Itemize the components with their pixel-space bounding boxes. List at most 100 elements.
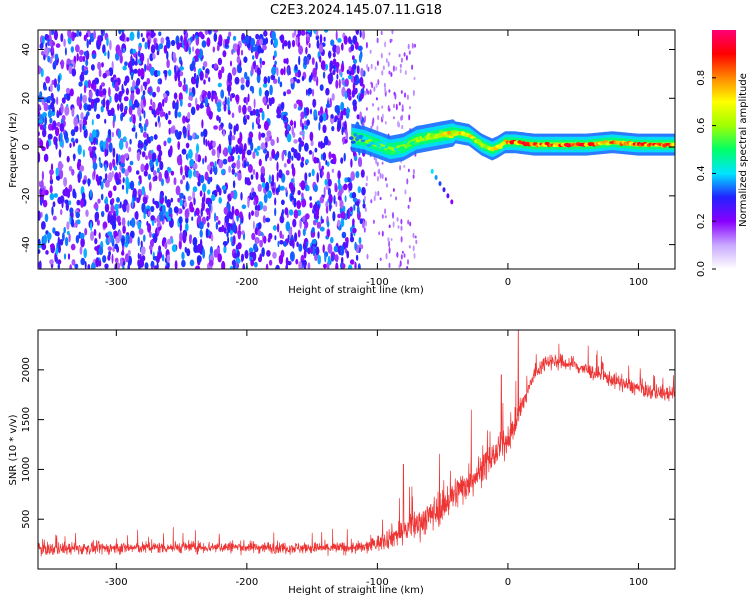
- noise-cell: [243, 159, 247, 169]
- noise-cell: [308, 43, 311, 48]
- noise-cell: [264, 90, 270, 97]
- noise-cell: [112, 158, 116, 167]
- noise-cell: [335, 262, 339, 269]
- noise-cell: [137, 236, 140, 247]
- noise-cell: [104, 179, 110, 188]
- noise-cell: [108, 142, 113, 153]
- noise-cell: [109, 234, 114, 243]
- noise-cell: [268, 174, 272, 184]
- signal-cell: [378, 140, 383, 144]
- noise-cell: [271, 66, 277, 76]
- noise-cell: [294, 64, 298, 71]
- noise-cell: [327, 255, 331, 265]
- noise-cell: [187, 102, 192, 108]
- noise-cell: [207, 164, 211, 172]
- noise-cell: [309, 131, 314, 142]
- noise-cell: [235, 144, 240, 155]
- noise-cell: [118, 91, 122, 102]
- noise-cell: [55, 247, 59, 256]
- noise-cell: [339, 245, 345, 256]
- noise-cell: [179, 66, 185, 71]
- noise-cell: [292, 218, 297, 228]
- noise-cell: [120, 162, 125, 168]
- noise-cell: [158, 43, 164, 50]
- noise-cell: [90, 231, 94, 241]
- noise-cell: [392, 211, 394, 219]
- noise-cell: [316, 39, 320, 49]
- noise-cell: [102, 97, 106, 108]
- noise-cell: [274, 153, 279, 161]
- noise-cell: [195, 152, 199, 162]
- noise-cell: [229, 265, 233, 269]
- noise-cell: [91, 262, 96, 269]
- spectrogram-y-tick-label: 20: [21, 92, 32, 105]
- snr-frame: [37, 329, 676, 570]
- noise-cell: [210, 233, 214, 242]
- noise-cell: [69, 264, 73, 269]
- noise-cell: [231, 135, 236, 141]
- noise-cell: [147, 39, 151, 50]
- noise-cell: [129, 31, 135, 41]
- noise-cell: [193, 197, 196, 206]
- noise-cell: [226, 231, 229, 238]
- spectrogram-y-tick-label: 0: [21, 144, 32, 150]
- noise-cell: [313, 115, 318, 121]
- colorbar-scale: [712, 30, 736, 269]
- noise-cell: [238, 104, 242, 114]
- noise-cell: [176, 42, 181, 50]
- noise-cell: [340, 110, 344, 121]
- noise-cell: [318, 161, 321, 172]
- noise-cell: [60, 118, 64, 125]
- spectrogram-x-axis-label: Height of straight line (km): [288, 285, 424, 296]
- noise-cell: [256, 116, 260, 124]
- noise-cell: [296, 99, 301, 105]
- noise-cell: [217, 220, 221, 225]
- noise-cell: [357, 156, 363, 168]
- noise-cell: [182, 174, 186, 181]
- noise-cell: [404, 70, 407, 75]
- noise-cell: [232, 162, 236, 168]
- noise-cell: [143, 144, 147, 152]
- noise-cell: [116, 215, 121, 223]
- noise-cell: [326, 229, 330, 238]
- noise-cell: [143, 196, 148, 205]
- noise-cell: [227, 110, 231, 115]
- snr-x-tick-label: -100: [366, 577, 389, 588]
- noise-cell: [76, 199, 81, 206]
- noise-cell: [400, 90, 403, 94]
- noise-cell: [330, 39, 335, 46]
- noise-cell: [357, 263, 361, 269]
- noise-cell: [139, 115, 142, 122]
- noise-cell: [75, 234, 80, 244]
- noise-cell: [108, 251, 111, 256]
- noise-cell: [393, 103, 395, 109]
- noise-cell: [261, 110, 265, 121]
- noise-cell: [381, 70, 384, 76]
- noise-cell: [146, 220, 149, 227]
- noise-cell: [161, 178, 164, 187]
- noise-cell: [309, 202, 313, 209]
- noise-cell: [196, 104, 200, 111]
- noise-cell: [209, 201, 212, 212]
- noise-cell: [401, 108, 404, 112]
- noise-cell: [376, 125, 379, 131]
- noise-cell: [137, 220, 142, 230]
- noise-cell: [90, 221, 93, 232]
- noise-cell: [92, 79, 96, 85]
- noise-cell: [266, 130, 272, 138]
- noise-cell: [323, 263, 327, 269]
- noise-cell: [120, 154, 125, 164]
- noise-cell: [399, 260, 402, 267]
- noise-cell: [285, 170, 290, 176]
- noise-cell: [41, 170, 45, 181]
- noise-cell: [259, 107, 263, 113]
- noise-cell: [193, 162, 198, 170]
- noise-cell: [152, 154, 155, 163]
- noise-cell: [63, 176, 68, 187]
- noise-cell: [67, 253, 71, 260]
- noise-cell: [223, 206, 229, 215]
- colorbar-tick-labels: 0.0 0.2 0.4 0.6 0.8: [696, 70, 707, 277]
- noise-cell: [123, 153, 129, 159]
- noise-cell: [114, 203, 119, 210]
- noise-cell: [222, 158, 228, 165]
